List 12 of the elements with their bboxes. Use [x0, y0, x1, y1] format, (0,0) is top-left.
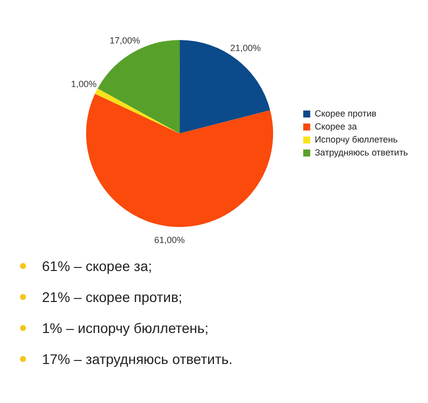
legend-label: Скорее против — [314, 108, 377, 118]
legend-label: Затрудняюсь ответить — [314, 147, 408, 158]
text: 21% – скорее против; — [42, 289, 182, 305]
text: 17% – затрудняюсь ответить. — [42, 351, 233, 367]
legend-label: Испорчу бюллетень — [314, 134, 398, 144]
data-label: 1,00% — [71, 79, 97, 90]
data-label: 61,00% — [154, 235, 185, 246]
text: 1% – испорчу бюллетень; — [42, 320, 208, 336]
data-label: 17,00% — [110, 35, 140, 46]
legend-label: Скорее за — [314, 121, 357, 132]
text: 61% – скорее за; — [42, 258, 152, 274]
data-label: 21,00% — [230, 43, 261, 54]
